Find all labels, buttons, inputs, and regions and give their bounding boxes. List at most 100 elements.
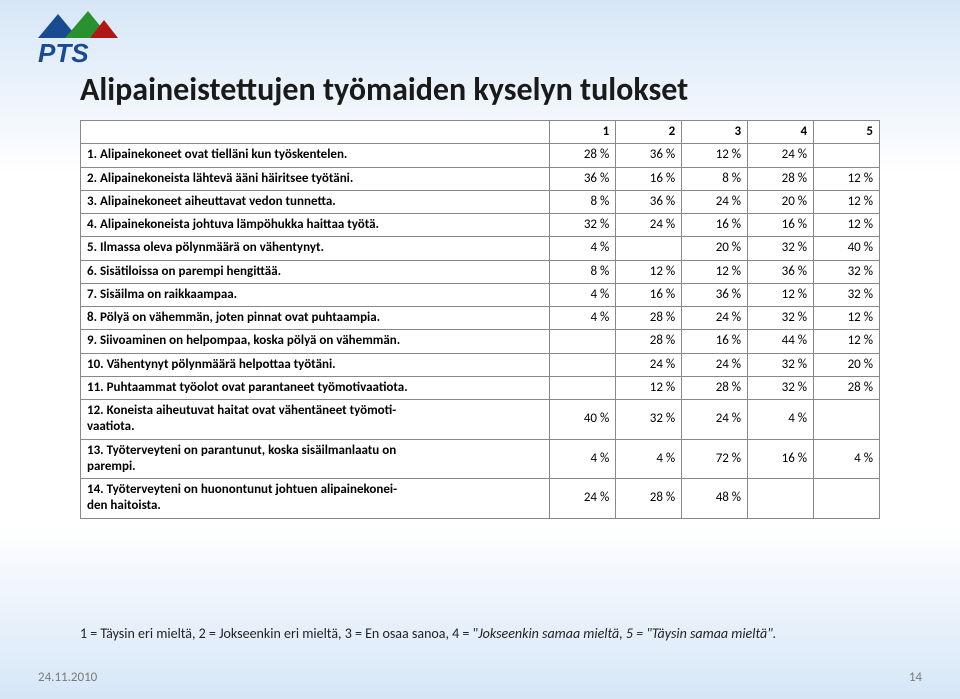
legend-prefix: 1 = Täysin eri mieltä, 2 = Jokseenkin er… xyxy=(80,625,478,642)
value-cell: 16 % xyxy=(682,214,748,237)
value-cell: 28 % xyxy=(616,307,682,330)
value-cell: 28 % xyxy=(814,376,880,399)
question-cell: 3. Alipainekoneet aiheuttavat vedon tunn… xyxy=(81,190,550,213)
value-cell xyxy=(814,144,880,167)
value-cell: 12 % xyxy=(616,260,682,283)
col-header-1: 1 xyxy=(550,121,616,144)
value-cell: 12 % xyxy=(748,283,814,306)
value-cell: 32 % xyxy=(616,400,682,440)
value-cell: 28 % xyxy=(550,144,616,167)
value-cell: 12 % xyxy=(682,260,748,283)
value-cell: 28 % xyxy=(748,167,814,190)
question-cell: 6. Sisätiloissa on parempi hengittää. xyxy=(81,260,550,283)
value-cell: 12 % xyxy=(814,190,880,213)
value-cell: 72 % xyxy=(682,439,748,479)
svg-text:PTS: PTS xyxy=(38,38,89,68)
value-cell: 16 % xyxy=(616,167,682,190)
value-cell: 32 % xyxy=(814,283,880,306)
value-cell xyxy=(550,376,616,399)
question-cell: 4. Alipainekoneista johtuva lämpöhukka h… xyxy=(81,214,550,237)
value-cell: 24 % xyxy=(748,144,814,167)
value-cell: 16 % xyxy=(616,283,682,306)
value-cell: 24 % xyxy=(616,214,682,237)
table-row: 9. Siivoaminen on helpompaa, koska pölyä… xyxy=(81,330,880,353)
value-cell: 12 % xyxy=(814,214,880,237)
value-cell: 32 % xyxy=(814,260,880,283)
table-row: 10. Vähentynyt pölynmäärä helpottaa työt… xyxy=(81,353,880,376)
value-cell xyxy=(814,400,880,440)
table-row: 5. Ilmassa oleva pölynmäärä on vähentyny… xyxy=(81,237,880,260)
page-title: Alipaineistettujen työmaiden kyselyn tul… xyxy=(80,70,688,109)
question-cell: 8. Pölyä on vähemmän, joten pinnat ovat … xyxy=(81,307,550,330)
value-cell: 32 % xyxy=(748,376,814,399)
value-cell: 4 % xyxy=(550,237,616,260)
col-header-2: 2 xyxy=(616,121,682,144)
col-header-4: 4 xyxy=(748,121,814,144)
footer-date: 24.11.2010 xyxy=(38,670,97,685)
value-cell: 20 % xyxy=(682,237,748,260)
value-cell: 4 % xyxy=(550,439,616,479)
value-cell xyxy=(616,237,682,260)
table-row: 13. Työterveyteni on parantunut, koska s… xyxy=(81,439,880,479)
question-cell: 10. Vähentynyt pölynmäärä helpottaa työt… xyxy=(81,353,550,376)
table-row: 6. Sisätiloissa on parempi hengittää.8 %… xyxy=(81,260,880,283)
value-cell xyxy=(550,330,616,353)
value-cell: 8 % xyxy=(550,260,616,283)
table-row: 12. Koneista aiheutuvat haitat ovat vähe… xyxy=(81,400,880,440)
question-cell: 5. Ilmassa oleva pölynmäärä on vähentyny… xyxy=(81,237,550,260)
value-cell: 4 % xyxy=(550,307,616,330)
value-cell: 4 % xyxy=(748,400,814,440)
value-cell xyxy=(814,479,880,519)
question-cell: 13. Työterveyteni on parantunut, koska s… xyxy=(81,439,550,479)
value-cell: 28 % xyxy=(682,376,748,399)
table-row: 3. Alipainekoneet aiheuttavat vedon tunn… xyxy=(81,190,880,213)
value-cell: 16 % xyxy=(682,330,748,353)
footer-page: 14 xyxy=(909,670,922,685)
value-cell: 12 % xyxy=(814,330,880,353)
value-cell: 24 % xyxy=(682,307,748,330)
value-cell: 32 % xyxy=(748,353,814,376)
table-row: 4. Alipainekoneista johtuva lämpöhukka h… xyxy=(81,214,880,237)
value-cell: 24 % xyxy=(682,353,748,376)
results-table-wrap: 1 2 3 4 5 1. Alipainekoneet ovat tiellän… xyxy=(80,120,880,519)
value-cell: 16 % xyxy=(748,439,814,479)
value-cell: 24 % xyxy=(616,353,682,376)
value-cell: 28 % xyxy=(616,330,682,353)
value-cell: 20 % xyxy=(748,190,814,213)
value-cell: 44 % xyxy=(748,330,814,353)
question-cell: 11. Puhtaammat työolot ovat parantaneet … xyxy=(81,376,550,399)
value-cell: 12 % xyxy=(682,144,748,167)
value-cell: 32 % xyxy=(748,307,814,330)
value-cell xyxy=(748,479,814,519)
question-cell: 12. Koneista aiheutuvat haitat ovat vähe… xyxy=(81,400,550,440)
table-row: 8. Pölyä on vähemmän, joten pinnat ovat … xyxy=(81,307,880,330)
value-cell: 32 % xyxy=(550,214,616,237)
value-cell: 4 % xyxy=(550,283,616,306)
table-row: 2. Alipainekoneista lähtevä ääni häirits… xyxy=(81,167,880,190)
value-cell: 4 % xyxy=(814,439,880,479)
value-cell xyxy=(550,353,616,376)
value-cell: 24 % xyxy=(682,190,748,213)
legend-text: 1 = Täysin eri mieltä, 2 = Jokseenkin er… xyxy=(80,625,880,642)
value-cell: 12 % xyxy=(814,307,880,330)
value-cell: 36 % xyxy=(748,260,814,283)
value-cell: 36 % xyxy=(616,190,682,213)
question-cell: 14. Työterveyteni on huonontunut johtuen… xyxy=(81,479,550,519)
value-cell: 40 % xyxy=(814,237,880,260)
table-row: 7. Sisäilma on raikkaampaa.4 %16 %36 %12… xyxy=(81,283,880,306)
value-cell: 40 % xyxy=(550,400,616,440)
value-cell: 32 % xyxy=(748,237,814,260)
question-cell: 1. Alipainekoneet ovat tielläni kun työs… xyxy=(81,144,550,167)
value-cell: 36 % xyxy=(550,167,616,190)
value-cell: 16 % xyxy=(748,214,814,237)
value-cell: 24 % xyxy=(550,479,616,519)
value-cell: 24 % xyxy=(682,400,748,440)
value-cell: 8 % xyxy=(682,167,748,190)
table-row: 14. Työterveyteni on huonontunut johtuen… xyxy=(81,479,880,519)
value-cell: 48 % xyxy=(682,479,748,519)
question-cell: 9. Siivoaminen on helpompaa, koska pölyä… xyxy=(81,330,550,353)
value-cell: 36 % xyxy=(682,283,748,306)
value-cell: 28 % xyxy=(616,479,682,519)
table-header-row: 1 2 3 4 5 xyxy=(81,121,880,144)
table-row: 11. Puhtaammat työolot ovat parantaneet … xyxy=(81,376,880,399)
